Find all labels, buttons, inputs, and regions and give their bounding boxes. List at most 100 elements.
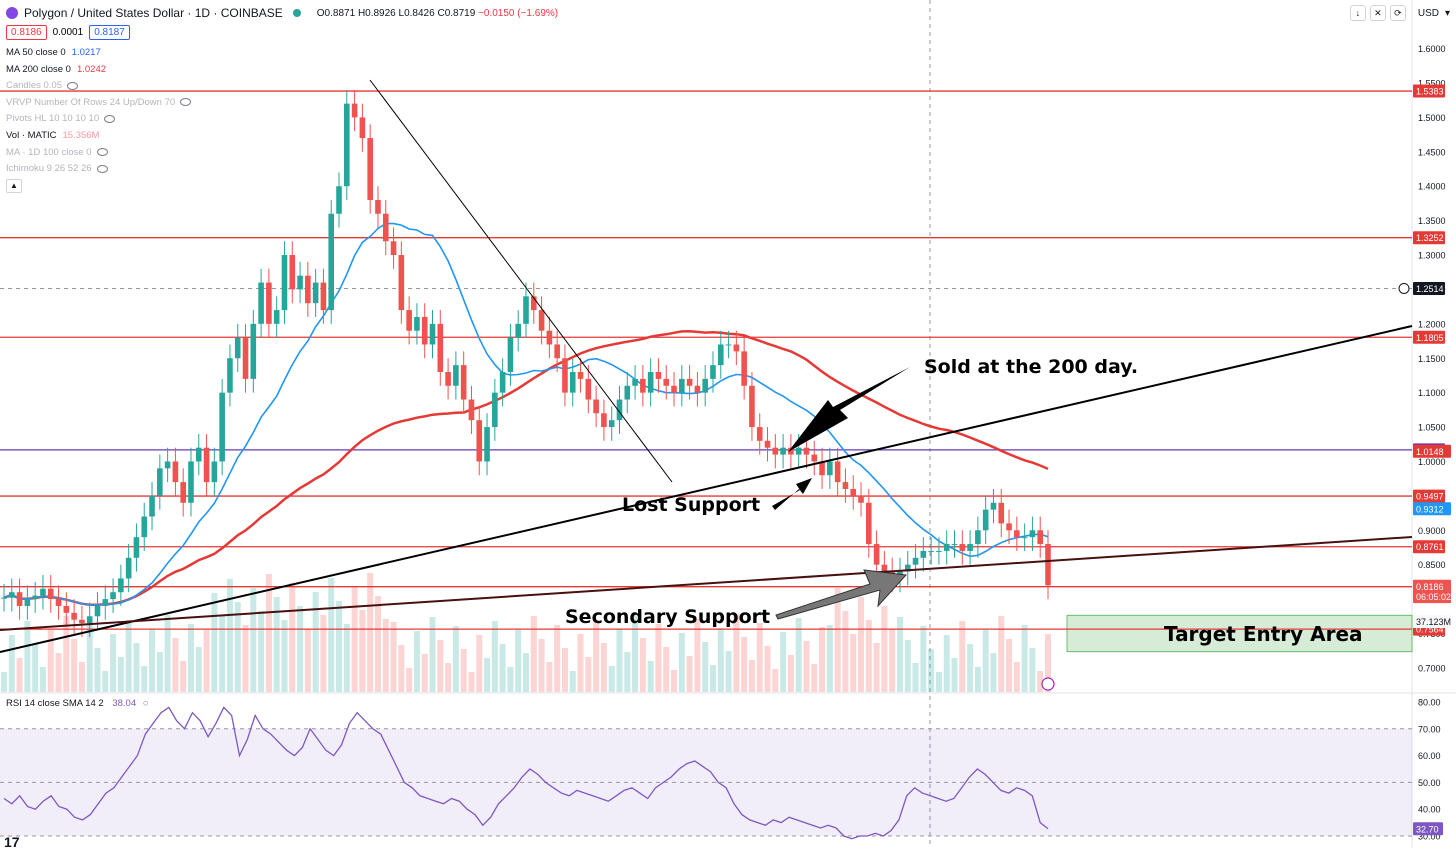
price-axis-tick: 1.3500 — [1418, 216, 1446, 226]
downtrend-line[interactable] — [369, 79, 673, 483]
volume-bar — [398, 645, 405, 692]
collapse-legend-button[interactable]: ▲ — [6, 178, 22, 193]
price-axis-tag-label: 1.2514 — [1416, 284, 1444, 294]
chevron-down-icon[interactable]: ▾ — [1444, 7, 1450, 19]
indicator-row[interactable]: Pivots HL 10 10 10 10 — [6, 111, 191, 128]
price-axis-tag — [1413, 444, 1451, 458]
candle-body — [741, 351, 747, 386]
candle-body — [920, 550, 927, 558]
hidden-eye-icon[interactable] — [104, 114, 116, 123]
market-status-icon — [292, 9, 301, 17]
candle-body — [453, 365, 459, 386]
hidden-eye-icon[interactable] — [96, 164, 108, 173]
arrow-down-icon[interactable]: ↓ — [1349, 5, 1366, 21]
price-axis-tag-label: 0.9312 — [1416, 504, 1444, 514]
annotation-secondary-support: Secondary Support — [565, 606, 771, 628]
volume-bar — [702, 642, 709, 692]
support-trend-line[interactable] — [0, 325, 1413, 653]
candle-body — [764, 440, 771, 448]
price-axis-tick: 1.0000 — [1418, 457, 1446, 467]
secondary-trend-line[interactable] — [0, 536, 1413, 631]
candle-body — [1, 597, 7, 599]
volume-bar — [748, 660, 755, 692]
price-axis-tick: 1.5000 — [1418, 113, 1446, 123]
lightning-icon[interactable] — [1041, 677, 1055, 691]
indicator-row[interactable]: VRVP Number Of Rows 24 Up/Down 70 — [6, 95, 192, 112]
buy-price-button[interactable]: 0.8187 — [89, 25, 130, 40]
candle-body — [375, 199, 381, 214]
volume-bar — [764, 646, 771, 692]
level-price-label: 1.3252 — [1416, 233, 1444, 243]
candle-body — [281, 255, 288, 311]
volume-bar — [172, 638, 179, 692]
volume-bar — [47, 630, 54, 692]
volume-bar — [678, 633, 685, 692]
volume-bar — [468, 672, 475, 692]
candle-body — [772, 447, 779, 455]
symbol-title[interactable]: Polygon / United States Dollar · 1D · CO… — [24, 6, 283, 20]
sell-price-button[interactable]: 0.8186 — [6, 25, 47, 40]
candle-body — [990, 502, 997, 510]
candle-body — [577, 372, 584, 379]
volume-bar — [219, 616, 226, 692]
settings-circle-icon[interactable]: ○ — [142, 698, 149, 709]
candle-body — [951, 544, 958, 546]
volume-bar — [959, 621, 966, 692]
candle-body — [258, 282, 264, 324]
volume-bar — [187, 624, 194, 692]
volume-bar — [538, 639, 545, 692]
candle-body — [499, 372, 506, 393]
candle-body — [398, 255, 405, 311]
add-alert-icon[interactable] — [1398, 282, 1410, 294]
currency-selector[interactable]: USD — [1417, 7, 1439, 19]
indicator-row[interactable]: MA · 1D 100 close 0 — [6, 145, 191, 162]
indicator-row[interactable]: MA 50 close 0 1.0217 — [6, 45, 191, 62]
close-icon[interactable]: ✕ — [1369, 5, 1386, 21]
volume-bar — [787, 655, 794, 692]
volume-bar — [71, 639, 78, 692]
candle-body — [437, 323, 444, 373]
volume-bar — [593, 620, 600, 692]
rsi-axis-tick: 30.00 — [1418, 832, 1441, 842]
volume-bar — [1045, 634, 1051, 692]
volume-bar — [491, 621, 498, 692]
volume-bar — [756, 623, 763, 692]
indicator-row[interactable]: Candles 0.05 — [6, 78, 191, 95]
candle-body — [819, 461, 825, 476]
hidden-eye-icon[interactable] — [180, 98, 192, 107]
rsi-axis-tick: 60.00 — [1418, 751, 1441, 761]
volume-bar — [452, 626, 459, 692]
level-price-label: 0.8761 — [1416, 542, 1444, 552]
candle-body — [967, 544, 973, 551]
candle-body — [585, 378, 592, 400]
arrow-sold-200 — [788, 367, 910, 452]
target-entry-box — [1066, 614, 1413, 653]
ohlc-readout: O0.8871 H0.8926 L0.8426 C0.8719 −0.0150 … — [317, 8, 558, 19]
volume-bar — [8, 635, 15, 692]
volume-bar — [998, 616, 1005, 692]
volume-bar — [600, 643, 607, 692]
candle-body — [912, 557, 919, 565]
price-axis-tag — [1413, 281, 1445, 295]
hidden-eye-icon[interactable] — [66, 81, 78, 90]
candle-body — [663, 378, 670, 386]
price-axis-tag — [1413, 614, 1451, 628]
rsi-legend[interactable]: RSI 14 close SMA 14 2 38.04 ○ — [6, 698, 149, 709]
indicator-row[interactable]: MA 200 close 0 1.0242 — [6, 62, 191, 79]
indicator-row[interactable]: Vol · MATIC 15.356M — [6, 128, 191, 145]
refresh-icon[interactable]: ⟳ — [1389, 5, 1406, 21]
price-axis-tag — [1413, 579, 1451, 593]
indicator-row[interactable]: Ichimoku 9 26 52 26 — [6, 161, 191, 178]
volume-bar — [1, 672, 7, 692]
price-axis-tick: 1.2000 — [1418, 319, 1446, 329]
candle-body — [702, 378, 708, 393]
price-axis-tick: 1.3000 — [1418, 251, 1446, 261]
candle-body — [842, 482, 849, 489]
candle-body — [421, 316, 428, 345]
candle-body — [242, 337, 249, 379]
volume-bar — [195, 647, 202, 692]
hidden-eye-icon[interactable] — [96, 148, 108, 157]
candle-body — [562, 358, 568, 393]
candle-body — [601, 413, 607, 428]
